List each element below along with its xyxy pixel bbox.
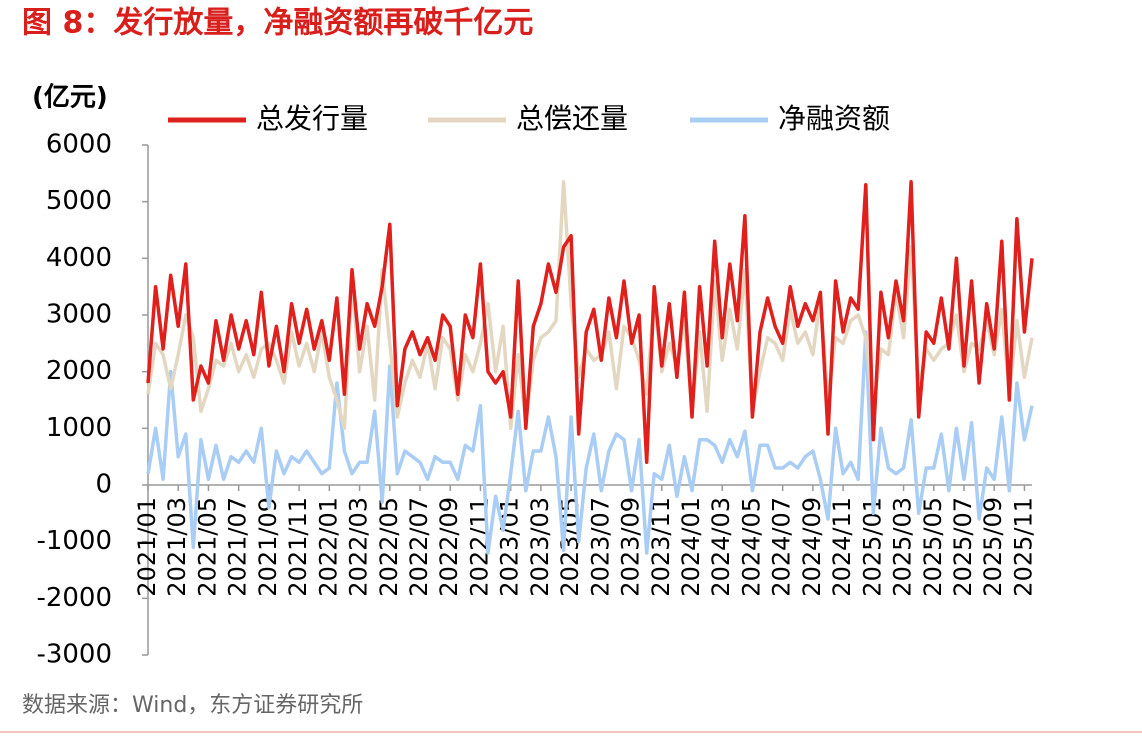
- x-tick-label: 2025/05: [919, 497, 947, 597]
- x-tick-label: 2023/07: [586, 497, 614, 597]
- x-tick-label: 2024/11: [828, 497, 856, 597]
- x-tick-label: 2021/11: [284, 497, 312, 597]
- y-tick-label: -1000: [36, 526, 112, 556]
- y-axis-label: (亿元): [32, 83, 108, 113]
- x-tick-label: 2021/03: [163, 497, 191, 597]
- chart-title: 图 8：发行放量，净融资额再破千亿元: [22, 6, 533, 41]
- y-tick-label: 6000: [46, 130, 112, 160]
- x-tick-label: 2021/09: [254, 497, 282, 597]
- y-tick-label: 5000: [46, 186, 112, 216]
- legend-label: 净融资额: [778, 102, 890, 135]
- x-tick-label: 2024/03: [707, 497, 735, 597]
- x-tick-label: 2025/07: [949, 497, 977, 597]
- x-tick-label: 2024/07: [768, 497, 796, 597]
- y-tick-label: 2000: [46, 356, 112, 386]
- x-tick-label: 2025/11: [1009, 497, 1037, 597]
- x-tick-label: 2025/09: [979, 497, 1007, 597]
- x-tick-label: 2022/05: [375, 497, 403, 597]
- series-line: [146, 330, 1034, 555]
- y-tick-label: -2000: [36, 583, 112, 613]
- legend-label: 总发行量: [256, 102, 368, 135]
- legend-label: 总偿还量: [516, 102, 628, 135]
- x-tick-label: 2023/09: [617, 497, 645, 597]
- source-note: 数据来源：Wind，东方证券研究所: [22, 693, 363, 718]
- x-tick-label: 2022/01: [314, 497, 342, 597]
- x-tick-label: 2021/01: [133, 497, 161, 597]
- x-tick-label: 2024/09: [798, 497, 826, 597]
- y-tick-label: 3000: [46, 300, 112, 330]
- x-tick-label: 2023/03: [526, 497, 554, 597]
- x-tick-label: 2024/05: [737, 497, 765, 597]
- x-tick-label: 2024/01: [677, 497, 705, 597]
- x-tick-label: 2021/05: [193, 497, 221, 597]
- y-tick-label: 0: [95, 470, 112, 500]
- y-tick-label: 4000: [46, 243, 112, 273]
- x-tick-label: 2021/07: [224, 497, 252, 597]
- series-line: [146, 180, 1034, 431]
- series-line: [146, 180, 1034, 465]
- y-tick-label: 1000: [46, 413, 112, 443]
- x-tick-label: 2022/07: [405, 497, 433, 597]
- x-tick-label: 2025/03: [889, 497, 917, 597]
- x-tick-label: 2022/09: [435, 497, 463, 597]
- y-tick-label: -3000: [36, 640, 112, 670]
- x-tick-label: 2022/03: [345, 497, 373, 597]
